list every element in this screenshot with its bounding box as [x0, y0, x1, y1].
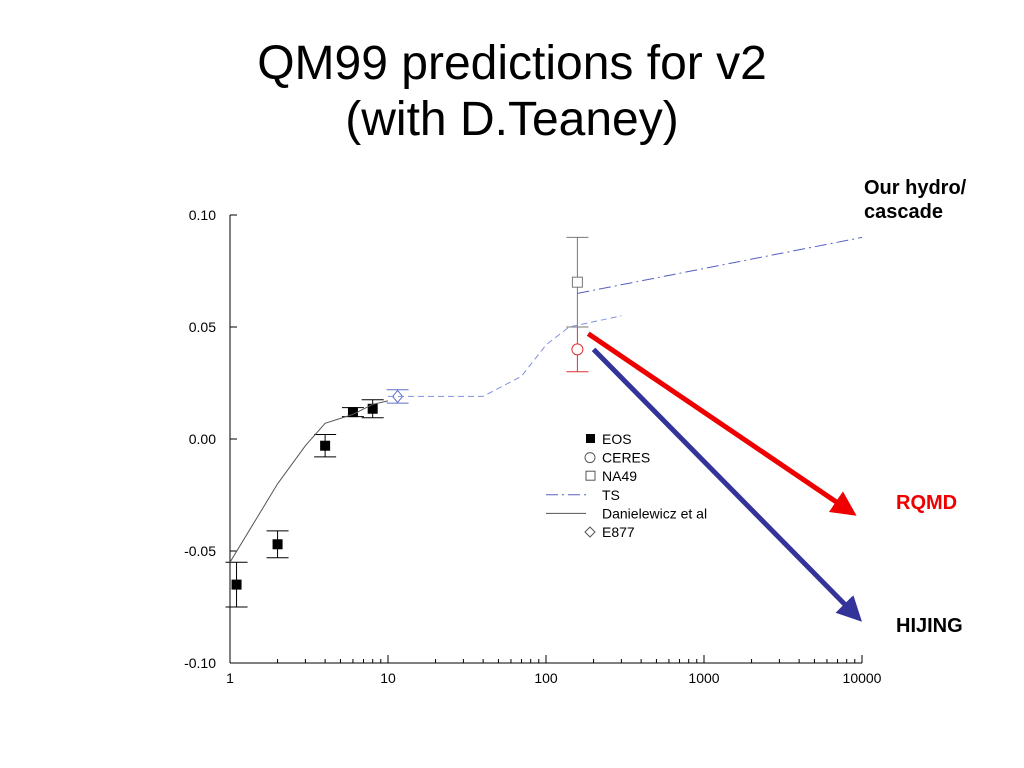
legend-label-ceres: CERES [602, 450, 650, 466]
point-eos [367, 403, 378, 414]
legend-marker-eos [586, 434, 595, 443]
legend-label-e877: E877 [602, 524, 635, 540]
point-eos [347, 407, 358, 418]
x-tick-label: 100 [534, 670, 558, 686]
x-tick-label: 10 [380, 670, 396, 686]
series-line-danielewicz-et-al [229, 400, 389, 563]
y-tick-label: 0.00 [189, 431, 216, 447]
legend-marker-e877 [584, 526, 596, 538]
point-eos [231, 579, 242, 590]
slide-title-line1: QM99 predictions for v2 [257, 37, 767, 90]
y-tick-label: 0.10 [189, 207, 216, 223]
x-tick-label: 10000 [843, 670, 882, 686]
legend-marker-ceres [584, 452, 596, 464]
hydro-label-line1: Our hydro/ [864, 177, 967, 199]
rqmd-arrow [586, 331, 857, 516]
legend-marker-na49 [585, 470, 596, 481]
point-eos [320, 440, 331, 451]
y-tick-label: 0.05 [189, 319, 216, 335]
point-na49 [571, 276, 583, 288]
hydro-cascade-label: Our hydro/ cascade [864, 176, 966, 224]
point-eos [272, 539, 283, 550]
series-line-ts [577, 236, 863, 294]
x-tick-label: 1 [226, 670, 234, 686]
point-e877 [391, 389, 404, 404]
legend-label-danielewicz-et-al: Danielewicz et al [602, 505, 707, 521]
y-tick-label: -0.05 [184, 543, 216, 559]
legend-label-ts: TS [602, 487, 620, 503]
hydro-label-line2: cascade [864, 201, 943, 223]
legend-label-eos: EOS [602, 431, 632, 447]
x-tick-label: 1000 [688, 670, 719, 686]
slide-title: QM99 predictions for v2 (with D.Teaney) [0, 36, 1024, 148]
point-ceres [571, 343, 584, 356]
slide-title-line2: (with D.Teaney) [345, 93, 679, 146]
rqmd-label: RQMD [896, 492, 958, 514]
hijing-label: HIJING [896, 615, 963, 637]
hijing-arrow [591, 347, 862, 622]
series-line-unlabeled [388, 315, 622, 397]
legend-label-na49: NA49 [602, 468, 637, 484]
y-tick-label: -0.10 [184, 655, 216, 671]
